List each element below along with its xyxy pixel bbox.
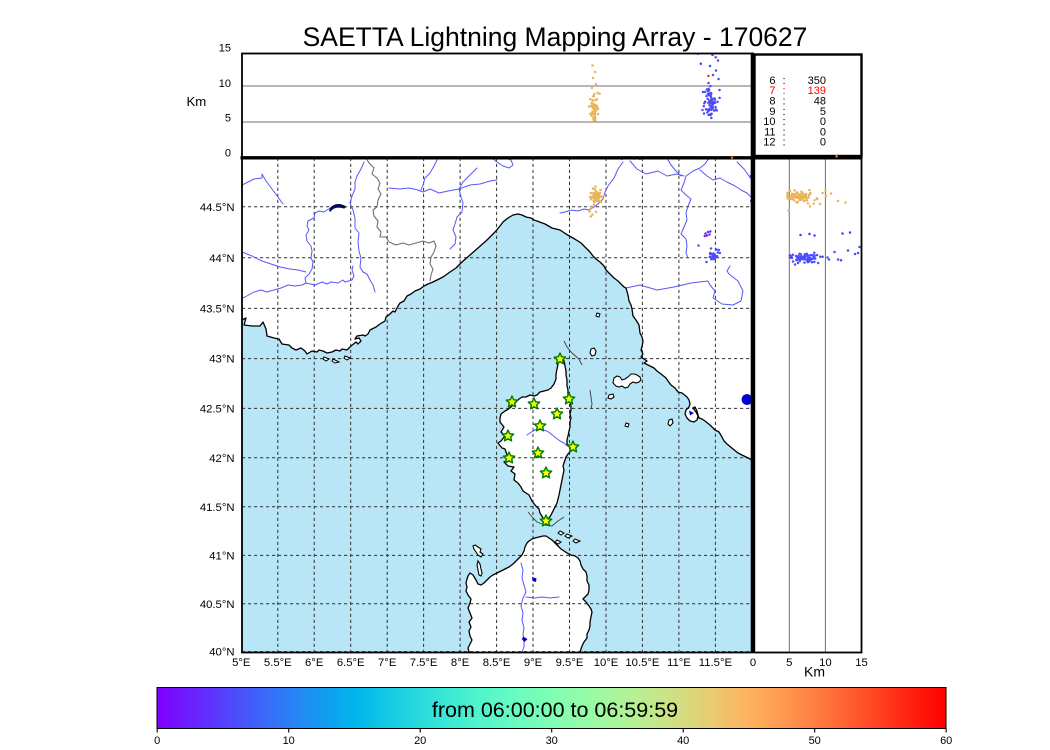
svg-text::: : [783, 75, 786, 87]
svg-text:43.5°N: 43.5°N [200, 304, 235, 316]
svg-text:44.5°N: 44.5°N [200, 202, 235, 214]
svg-text:10.5°E: 10.5°E [625, 657, 660, 669]
svg-text:5°E: 5°E [232, 657, 251, 669]
svg-text:10: 10 [219, 78, 231, 90]
svg-text:12: 12 [763, 137, 775, 149]
svg-text:42°N: 42°N [209, 453, 234, 465]
svg-text:0: 0 [750, 657, 756, 669]
svg-text:50: 50 [809, 735, 821, 747]
svg-text:9°E: 9°E [524, 657, 543, 669]
svg-text:10: 10 [283, 735, 295, 747]
svg-text:10: 10 [819, 657, 832, 669]
svg-text:42.5°N: 42.5°N [200, 404, 235, 416]
svg-text:8: 8 [769, 96, 775, 108]
svg-text:0: 0 [820, 116, 826, 128]
svg-text:9: 9 [769, 106, 775, 118]
svg-text::: : [783, 137, 786, 149]
svg-text:SAETTA Lightning Mapping Array: SAETTA Lightning Mapping Array - 170627 [303, 22, 808, 52]
svg-text::: : [783, 126, 786, 138]
svg-text::: : [783, 85, 786, 97]
svg-text:40: 40 [677, 735, 689, 747]
svg-text:30: 30 [546, 735, 558, 747]
svg-text:60: 60 [940, 735, 952, 747]
svg-text:20: 20 [414, 735, 426, 747]
svg-text:0: 0 [154, 735, 160, 747]
svg-text:11.5°E: 11.5°E [699, 657, 733, 669]
svg-text:7°E: 7°E [378, 657, 397, 669]
svg-text:41°N: 41°N [209, 551, 234, 563]
svg-text:41.5°N: 41.5°N [200, 502, 235, 514]
svg-text:40°N: 40°N [209, 647, 234, 659]
svg-text:11°E: 11°E [667, 657, 691, 669]
svg-text:0: 0 [820, 126, 826, 138]
svg-text:7.5°E: 7.5°E [410, 657, 438, 669]
svg-text::: : [783, 106, 786, 118]
svg-text:Km: Km [187, 94, 207, 109]
svg-text:6: 6 [769, 75, 775, 87]
svg-text:8.5°E: 8.5°E [483, 657, 511, 669]
svg-text::: : [783, 116, 786, 128]
svg-text::: : [783, 96, 786, 108]
svg-text:48: 48 [814, 96, 826, 108]
svg-text:5: 5 [786, 657, 792, 669]
svg-text:8°E: 8°E [451, 657, 470, 669]
svg-text:7: 7 [769, 85, 775, 97]
svg-text:40.5°N: 40.5°N [200, 599, 235, 611]
svg-text:15: 15 [219, 42, 231, 54]
svg-text:Km: Km [804, 664, 825, 680]
svg-text:10°E: 10°E [594, 657, 619, 669]
svg-text:6.5°E: 6.5°E [337, 657, 365, 669]
svg-text:10: 10 [763, 116, 775, 128]
svg-text:139: 139 [808, 85, 826, 97]
svg-text:350: 350 [808, 75, 826, 87]
svg-text:11: 11 [764, 126, 775, 138]
svg-text:5: 5 [820, 106, 826, 118]
svg-text:9.5°E: 9.5°E [556, 657, 584, 669]
svg-text:5.5°E: 5.5°E [264, 657, 292, 669]
svg-text:0: 0 [820, 137, 826, 149]
svg-text:15: 15 [855, 657, 868, 669]
svg-text:44°N: 44°N [209, 253, 234, 265]
svg-text:5: 5 [225, 113, 231, 125]
svg-text:6°E: 6°E [305, 657, 324, 669]
svg-text:from 06:00:00 to 06:59:59: from 06:00:00 to 06:59:59 [432, 698, 678, 722]
svg-text:0: 0 [225, 148, 231, 160]
svg-text:43°N: 43°N [209, 354, 234, 366]
